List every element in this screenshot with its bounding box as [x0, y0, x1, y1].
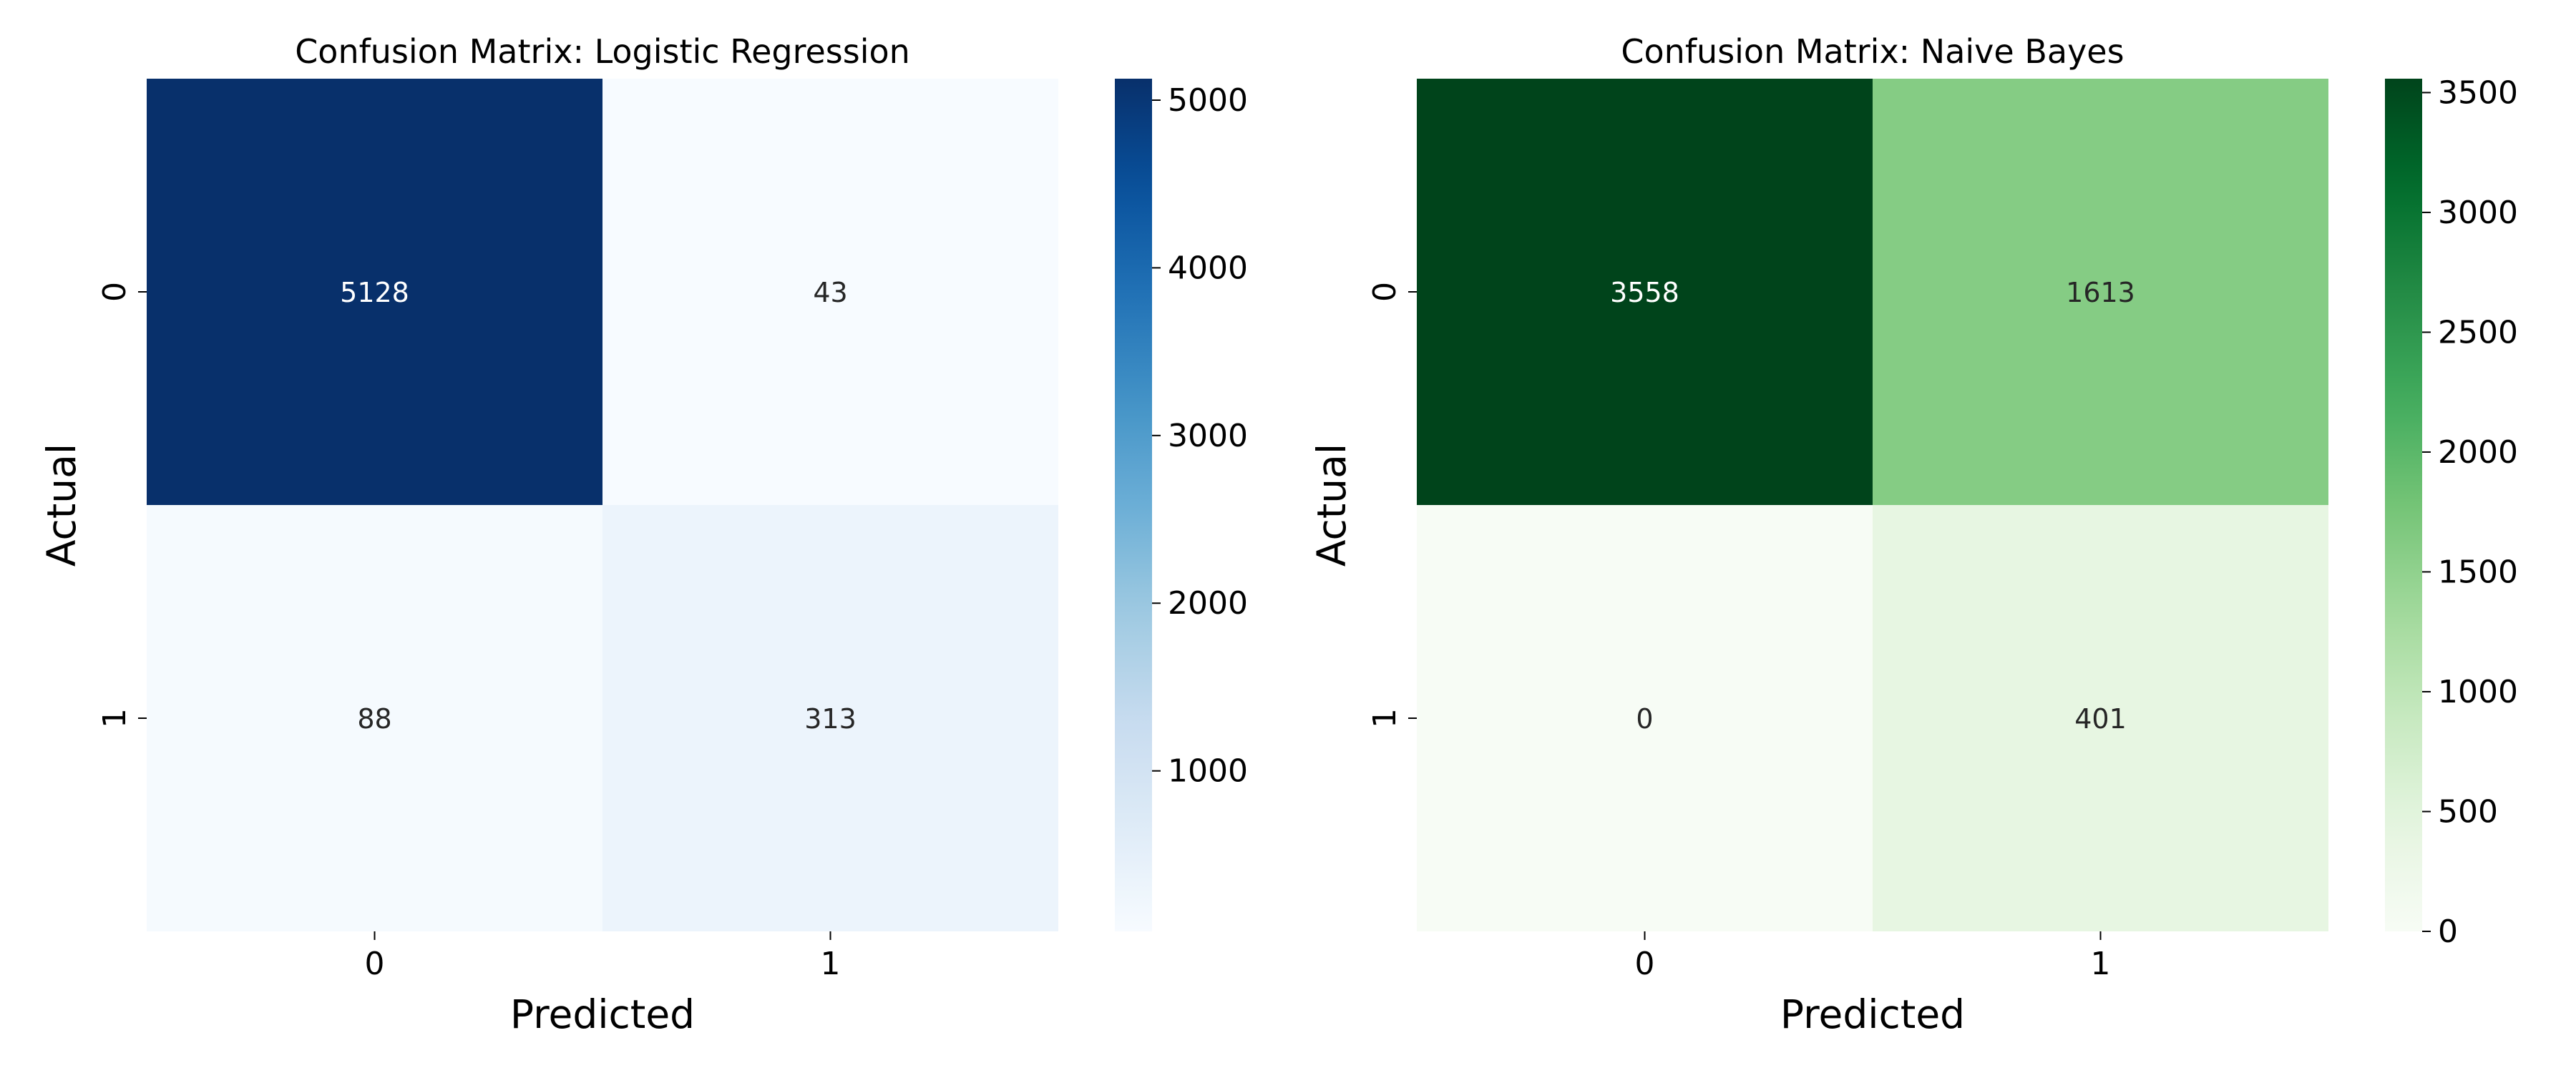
cell-value-label: 401 — [2074, 703, 2127, 735]
colorbar-tick-label: 500 — [2438, 793, 2498, 830]
x-tick-label: 1 — [821, 946, 841, 982]
heatmap-cell — [1873, 505, 2328, 931]
chart-title: Confusion Matrix: Logistic Regression — [295, 32, 910, 71]
heatmap-cell — [602, 505, 1058, 931]
colorbar-tick-label: 1000 — [1168, 753, 1248, 790]
x-tick-label: 0 — [1635, 946, 1655, 982]
cell-value-label: 5128 — [340, 277, 409, 308]
x-axis-label: Predicted — [510, 991, 695, 1037]
cell-value-label: 0 — [1636, 703, 1653, 735]
heatmap-cell — [1873, 79, 2328, 505]
y-tick-label: 1 — [97, 708, 133, 728]
colorbar-tick-label: 5000 — [1168, 82, 1248, 119]
y-tick-label: 0 — [97, 282, 133, 302]
x-tick-label: 1 — [2091, 946, 2111, 982]
cell-value-label: 88 — [357, 703, 391, 735]
y-tick-label: 0 — [1367, 282, 1403, 302]
heatmap-cell — [1417, 79, 1873, 505]
colorbar-tick-label: 2000 — [2438, 434, 2518, 471]
y-axis-label: Actual — [39, 444, 84, 567]
heatmaps: Confusion Matrix: Logistic Regression 512… — [39, 32, 2518, 1037]
heatmap-cell — [147, 505, 602, 931]
heatmap-cell — [147, 79, 602, 505]
heatmap-cell — [602, 79, 1058, 505]
heatmap-cell — [1417, 505, 1873, 931]
colorbar-tick-label: 1000 — [2438, 674, 2518, 710]
cell-value-label: 313 — [804, 703, 857, 735]
cell-value-label: 3558 — [1610, 277, 1679, 308]
heatmap-panel-naive-bayes: Confusion Matrix: Naive Bayes 3558 1613 0 40… — [1309, 32, 2518, 1037]
colorbar-tick-label: 2000 — [1168, 585, 1248, 622]
y-tick-label: 1 — [1367, 708, 1403, 728]
colorbar — [1115, 79, 1152, 931]
x-axis-label: Predicted — [1780, 991, 1965, 1037]
y-axis-label: Actual — [1309, 444, 1355, 567]
x-tick-label: 0 — [365, 946, 385, 982]
colorbar — [2385, 79, 2422, 931]
colorbar-tick-label: 3000 — [2438, 195, 2518, 231]
colorbar-tick-label: 2500 — [2438, 314, 2518, 351]
colorbar-tick-label: 1500 — [2438, 554, 2518, 590]
chart-title: Confusion Matrix: Naive Bayes — [1621, 32, 2124, 71]
colorbar-tick-label: 3500 — [2438, 74, 2518, 111]
cell-value-label: 43 — [813, 277, 847, 308]
colorbar-tick-label: 3000 — [1168, 418, 1248, 454]
colorbar-tick-label: 4000 — [1168, 250, 1248, 286]
colorbar-tick-label: 0 — [2438, 913, 2458, 950]
cell-value-label: 1613 — [2066, 277, 2135, 308]
heatmap-panel-logreg: Confusion Matrix: Logistic Regression 512… — [39, 32, 1248, 1037]
